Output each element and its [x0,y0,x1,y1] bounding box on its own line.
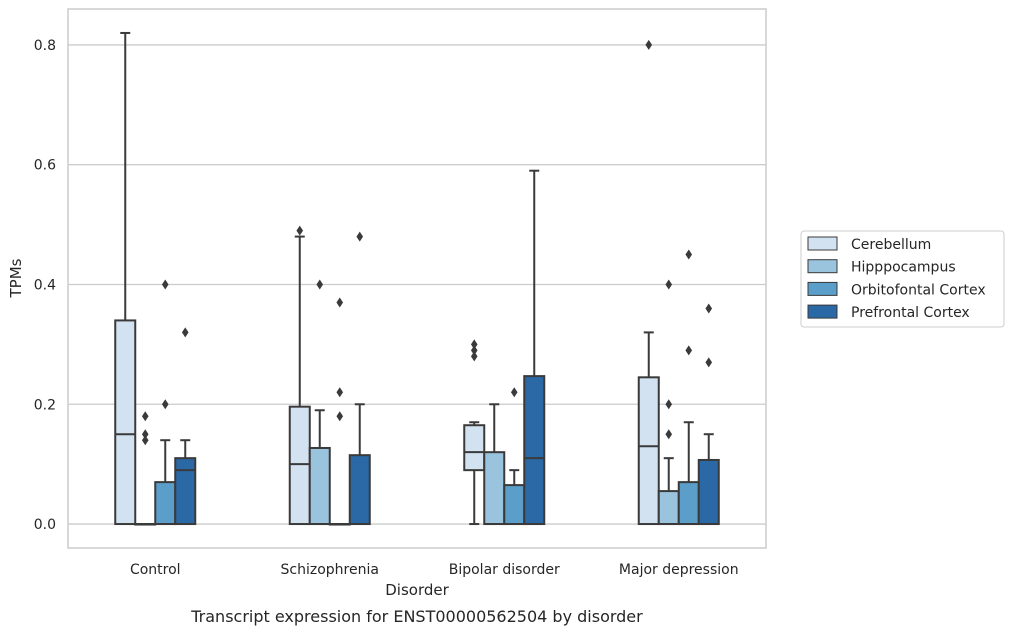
legend-frame [800,230,1005,328]
x-tick-label: Bipolar disorder [449,562,560,578]
outlier-point [470,339,478,350]
outlier-point [685,345,693,356]
y-tick-label: 0.4 [34,277,56,293]
outlier-point [336,297,344,308]
legend-swatch [807,304,838,319]
legend-swatch [807,281,838,296]
box [174,457,197,526]
outlier-point [685,249,693,260]
outlier-point [161,279,169,290]
box [637,376,660,526]
outlier-point [705,303,713,314]
box-groups [114,31,720,526]
y-tick-label: 0.0 [34,517,56,533]
y-tick-label: 0.6 [34,158,56,174]
x-tick-label: Major depression [619,562,739,578]
outlier-point [470,345,478,356]
outlier-point [356,231,364,242]
box [697,458,720,526]
box-group [308,279,331,526]
box-group [328,297,351,526]
box [677,481,700,526]
x-tick-label: Control [130,562,181,578]
outlier-point [296,225,304,236]
box [308,446,331,526]
outlier-point [665,279,673,290]
box [154,481,177,526]
outlier-point [705,357,713,368]
y-tick-label: 0.8 [34,38,56,54]
box-group [134,411,157,526]
box-group [463,339,486,526]
plot-area [67,8,767,549]
legend-label: Orbitofontal Cortex [851,282,986,298]
box [503,484,526,526]
outlier-point [141,429,149,440]
outlier-point [665,399,673,410]
x-tick-label: Schizophrenia [281,562,379,578]
y-tick-label: 0.2 [34,397,56,413]
outlier-point [316,279,324,290]
box [288,405,311,526]
x-axis-title: Disorder [385,581,449,599]
box [348,454,371,526]
x-tick-labels: Control Schizophrenia Bipolar disorder Majo… [130,562,739,578]
legend-swatch [807,236,838,251]
outlier-point [645,39,653,50]
outlier-point [181,327,189,338]
outlier-point [141,435,149,446]
box-group [288,225,311,526]
outlier-point [470,351,478,362]
box [463,424,486,472]
box [483,451,506,526]
box-group [637,39,660,526]
box [657,490,680,526]
legend-swatch [807,259,838,274]
outlier-point [141,411,149,422]
outlier-point [336,387,344,398]
box [114,319,137,526]
legend-label: Hipppocampus [851,260,956,276]
box-group [174,327,197,526]
outlier-point [665,429,673,440]
box-group [503,387,526,526]
box-group [348,231,371,526]
box-group [114,31,137,526]
legend: Cerebellum Hipppocampus Orbitofontal Corte… [800,230,1005,328]
outlier-point [336,411,344,422]
box-group [523,169,546,526]
legend-label: Cerebellum [851,237,931,253]
chart-caption: Transcript expression for ENST0000056250… [190,607,643,626]
y-tick-labels: 0.0 0.2 0.4 0.6 0.8 [34,38,56,533]
legend-label: Prefrontal Cortex [851,305,970,321]
outlier-point [161,399,169,410]
box-group [697,303,720,526]
box [523,375,546,526]
outlier-point [510,387,518,398]
y-axis-title: TPMs [7,258,25,298]
